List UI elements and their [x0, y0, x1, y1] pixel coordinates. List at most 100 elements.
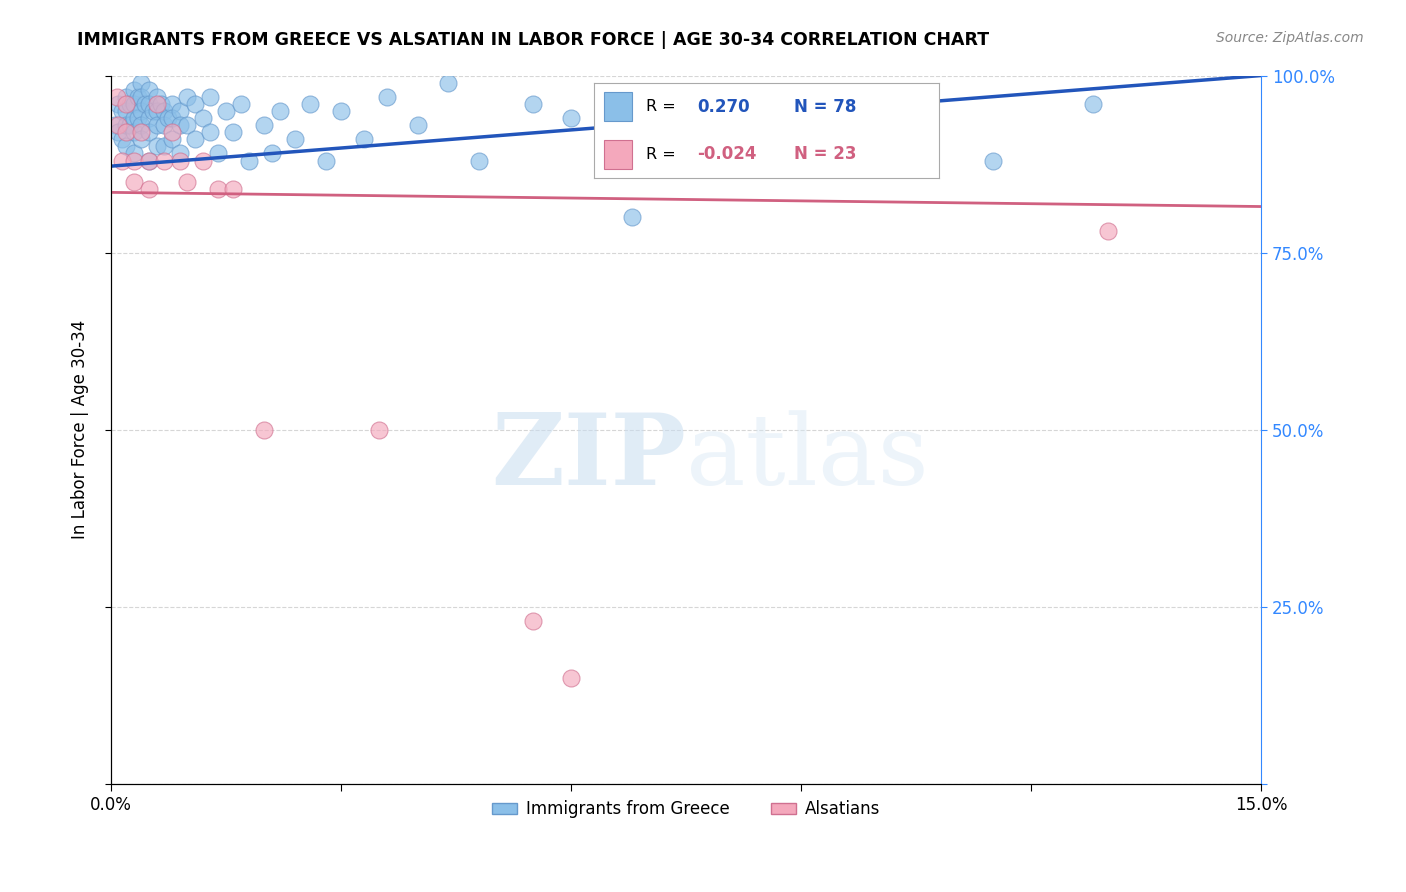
- Point: [138, 83, 160, 97]
- Point: [176, 89, 198, 103]
- Point: [115, 89, 138, 103]
- Point: [176, 118, 198, 132]
- Point: [260, 146, 283, 161]
- Point: [127, 111, 149, 125]
- Point: [115, 139, 138, 153]
- Point: [207, 146, 229, 161]
- Point: [215, 103, 238, 118]
- Point: [134, 96, 156, 111]
- Point: [169, 153, 191, 168]
- Point: [131, 103, 153, 118]
- Point: [1081, 96, 1104, 111]
- Point: [315, 153, 337, 168]
- Point: [621, 210, 644, 224]
- Point: [299, 96, 322, 111]
- Point: [284, 132, 307, 146]
- Point: [157, 111, 180, 125]
- Text: ZIP: ZIP: [491, 409, 686, 507]
- Point: [122, 175, 145, 189]
- Point: [207, 182, 229, 196]
- Point: [115, 125, 138, 139]
- Point: [118, 96, 141, 111]
- Point: [169, 103, 191, 118]
- Point: [169, 146, 191, 161]
- Point: [253, 423, 276, 437]
- Point: [153, 139, 176, 153]
- Point: [522, 614, 544, 628]
- Point: [905, 103, 928, 118]
- Point: [107, 118, 129, 132]
- Point: [375, 89, 398, 103]
- Point: [153, 118, 176, 132]
- Point: [231, 96, 253, 111]
- Point: [1097, 224, 1119, 238]
- Point: [176, 175, 198, 189]
- Point: [222, 182, 245, 196]
- Point: [560, 111, 582, 125]
- Point: [131, 76, 153, 90]
- Point: [115, 118, 138, 132]
- Point: [222, 125, 245, 139]
- Point: [368, 423, 391, 437]
- Point: [138, 182, 160, 196]
- Point: [122, 153, 145, 168]
- Point: [138, 96, 160, 111]
- Point: [105, 89, 128, 103]
- Point: [160, 125, 183, 139]
- Point: [560, 671, 582, 685]
- Point: [253, 118, 276, 132]
- Point: [752, 89, 775, 103]
- Point: [122, 96, 145, 111]
- Point: [138, 111, 160, 125]
- Point: [329, 103, 352, 118]
- Point: [131, 125, 153, 139]
- Point: [142, 103, 165, 118]
- Point: [437, 76, 460, 90]
- Y-axis label: In Labor Force | Age 30-34: In Labor Force | Age 30-34: [72, 320, 89, 540]
- Text: IMMIGRANTS FROM GREECE VS ALSATIAN IN LABOR FORCE | AGE 30-34 CORRELATION CHART: IMMIGRANTS FROM GREECE VS ALSATIAN IN LA…: [77, 31, 990, 49]
- Point: [138, 153, 160, 168]
- Point: [160, 111, 183, 125]
- Point: [107, 96, 129, 111]
- Point: [184, 96, 207, 111]
- Point: [122, 125, 145, 139]
- Point: [131, 132, 153, 146]
- Point: [111, 153, 134, 168]
- Point: [169, 118, 191, 132]
- Point: [468, 153, 491, 168]
- Point: [981, 153, 1004, 168]
- Text: atlas: atlas: [686, 410, 929, 506]
- Point: [522, 96, 544, 111]
- Text: Source: ZipAtlas.com: Source: ZipAtlas.com: [1216, 31, 1364, 45]
- Point: [122, 146, 145, 161]
- Point: [191, 111, 214, 125]
- Point: [131, 89, 153, 103]
- Point: [146, 139, 169, 153]
- Point: [122, 83, 145, 97]
- Point: [828, 153, 851, 168]
- Point: [153, 103, 176, 118]
- Point: [138, 125, 160, 139]
- Point: [153, 153, 176, 168]
- Point: [146, 118, 169, 132]
- Point: [200, 89, 222, 103]
- Point: [138, 153, 160, 168]
- Point: [149, 96, 172, 111]
- Point: [131, 118, 153, 132]
- Point: [238, 153, 260, 168]
- Point: [104, 118, 127, 132]
- Point: [115, 96, 138, 111]
- Point: [122, 111, 145, 125]
- Point: [127, 89, 149, 103]
- Point: [115, 103, 138, 118]
- Point: [191, 153, 214, 168]
- Point: [111, 103, 134, 118]
- Point: [146, 96, 169, 111]
- Point: [160, 132, 183, 146]
- Point: [146, 103, 169, 118]
- Point: [160, 96, 183, 111]
- Point: [111, 132, 134, 146]
- Point: [406, 118, 429, 132]
- Legend: Immigrants from Greece, Alsatians: Immigrants from Greece, Alsatians: [485, 794, 886, 825]
- Point: [200, 125, 222, 139]
